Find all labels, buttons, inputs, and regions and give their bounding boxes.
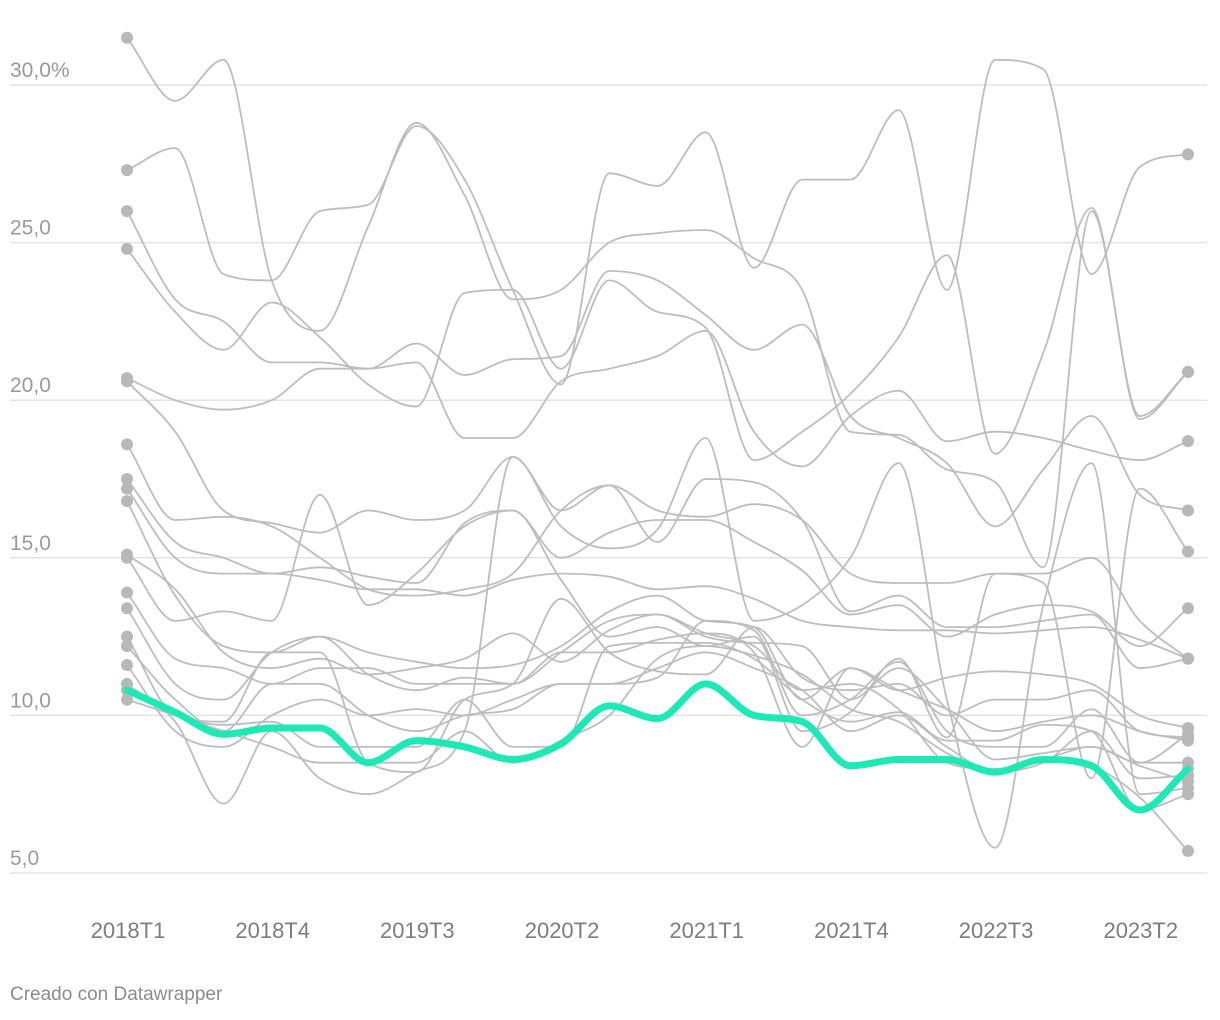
y-axis-tick-labels: 30,0% 25,0 20,0 15,0 10,0 5,0 (10, 59, 70, 870)
series-line (126, 500, 1189, 742)
series-endpoint-dot (121, 242, 133, 255)
series-endpoint-dot (121, 551, 133, 564)
series-line (126, 597, 1189, 773)
series-endpoint-dot (121, 602, 133, 615)
series-endpoint-dot (1182, 756, 1194, 769)
series-endpoint-dot (121, 205, 133, 218)
series-endpoint-dot (1182, 365, 1194, 378)
x-tick-label: 2022T3 (959, 918, 1034, 943)
series-endpoint-dot (121, 630, 133, 643)
series-endpoint-dot (121, 438, 133, 451)
x-tick-label: 2019T3 (380, 918, 455, 943)
series-line (126, 487, 1189, 780)
series-line (126, 641, 1189, 811)
series-endpoint-dot (1182, 148, 1194, 161)
series-endpoint-dot (121, 640, 133, 653)
series-line (126, 330, 1189, 468)
series-line (126, 487, 1189, 660)
x-tick-label: 2020T2 (525, 918, 600, 943)
series-line (126, 37, 1189, 569)
series-endpoint-dot (1182, 504, 1194, 517)
series-line (126, 207, 1189, 461)
x-tick-label: 2021T4 (814, 918, 889, 943)
series-endpoint-dot (121, 31, 133, 44)
series-endpoint-dot (1182, 545, 1194, 558)
y-tick-label: 25,0 (10, 217, 51, 240)
x-tick-label: 2018T4 (235, 918, 310, 943)
series-endpoint-dot (121, 375, 133, 388)
x-tick-label: 2018T1 (91, 918, 166, 943)
chart-credit: Creado con Datawrapper (10, 984, 223, 1005)
series-endpoint-dot (121, 658, 133, 671)
series-endpoint-dot (121, 495, 133, 508)
series-line (126, 591, 1188, 764)
highlighted-series-line (123, 680, 1192, 814)
highlighted-series-line (123, 680, 1192, 814)
series-line (126, 380, 1189, 669)
series-line (126, 437, 1189, 849)
series-endpoint-dot (121, 473, 133, 485)
series-line (126, 210, 1189, 528)
y-tick-label: 5,0 (10, 847, 39, 870)
series-endpoint-dot (1182, 788, 1194, 801)
series-endpoint-dot (1182, 652, 1194, 665)
series-line (126, 58, 1189, 386)
y-tick-label: 20,0 (10, 374, 51, 397)
series-endpoint-dot (1182, 435, 1194, 448)
gridlines (10, 84, 1207, 874)
series-endpoint-dot (121, 482, 133, 495)
series-line (126, 478, 1189, 647)
series-endpoint-dot (1182, 844, 1194, 857)
series-line (126, 607, 1189, 748)
x-tick-label: 2023T2 (1103, 918, 1178, 943)
x-axis-tick-labels: 2018T1 2018T4 2019T3 2020T2 2021T1 2021T4 2022… (91, 918, 1178, 943)
series-endpoint-dot (121, 164, 133, 177)
series-endpoint-dot (1182, 602, 1194, 615)
series-endpoint-dot (121, 586, 133, 599)
y-tick-label: 15,0 (10, 532, 51, 555)
y-tick-label: 10,0 (10, 689, 51, 712)
series-endpoint-dot (121, 693, 133, 706)
endpoint-dots (121, 31, 1194, 857)
series-endpoint-dot (1182, 728, 1194, 741)
x-tick-label: 2021T1 (669, 918, 744, 943)
y-tick-label: 30,0% (10, 59, 70, 82)
